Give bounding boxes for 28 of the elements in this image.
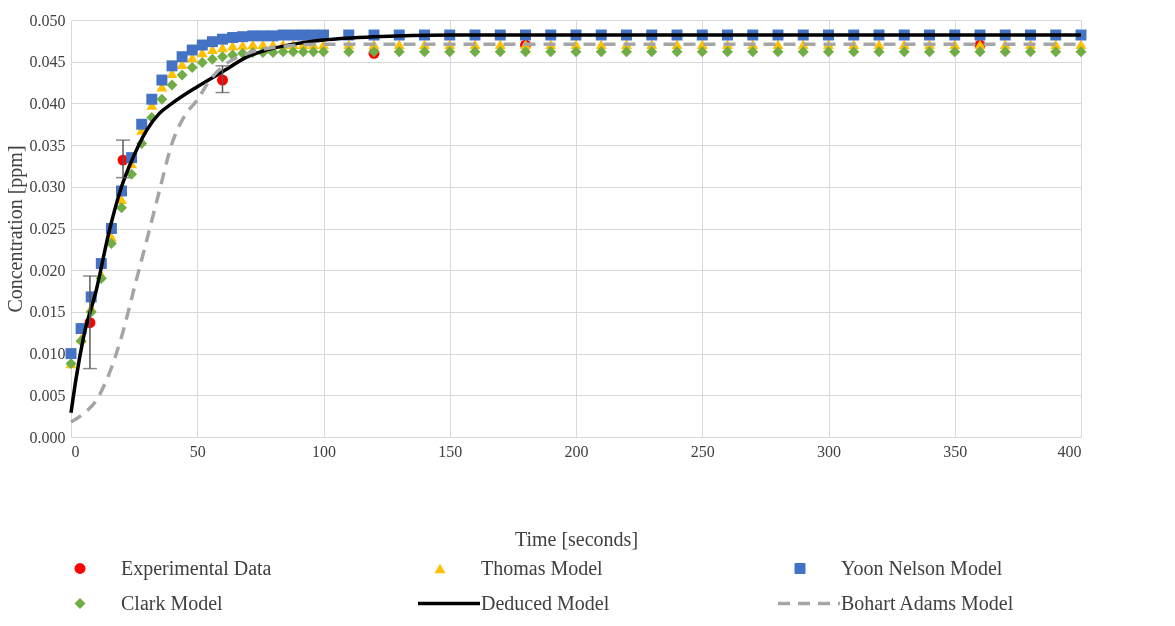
y-tick-label: 0.035	[29, 136, 66, 154]
y-tick-label: 0.015	[29, 303, 66, 321]
y-tick-label: 0.045	[29, 53, 66, 71]
y-tick-label: 0.000	[29, 428, 66, 446]
legend-label: Bohart Adams Model	[841, 591, 1014, 614]
legend-label: Thomas Model	[481, 556, 604, 579]
x-tick-label: 0	[71, 442, 80, 460]
y-axis-title: Concentration [ppm]	[3, 145, 27, 313]
y-tick-label: 0.020	[29, 261, 66, 279]
legend-label: Clark Model	[121, 591, 224, 614]
x-tick-label: 200	[564, 442, 589, 460]
x-tick-label: 400	[1057, 442, 1082, 460]
y-tick-label: 0.025	[29, 220, 66, 237]
legend-label: Yoon Nelson Model	[841, 556, 1003, 579]
x-axis-title: Time [seconds]	[514, 527, 639, 550]
x-tick-label: 350	[943, 442, 968, 460]
x-tick-label: 300	[817, 442, 841, 460]
y-tick-label: 0.010	[29, 345, 66, 363]
y-tick-label: 0.030	[29, 178, 66, 196]
legend-label: Deduced Model	[481, 591, 610, 614]
y-tick-label: 0.050	[29, 11, 66, 29]
y-tick-label: 0.005	[29, 386, 66, 404]
legend-label: Experimental Data	[121, 556, 272, 580]
y-tick-label: 0.040	[29, 94, 66, 112]
x-tick-label: 50	[189, 442, 206, 460]
x-tick-label: 100	[312, 442, 336, 460]
x-tick-label: 250	[690, 442, 715, 460]
x-tick-label: 150	[438, 442, 463, 460]
